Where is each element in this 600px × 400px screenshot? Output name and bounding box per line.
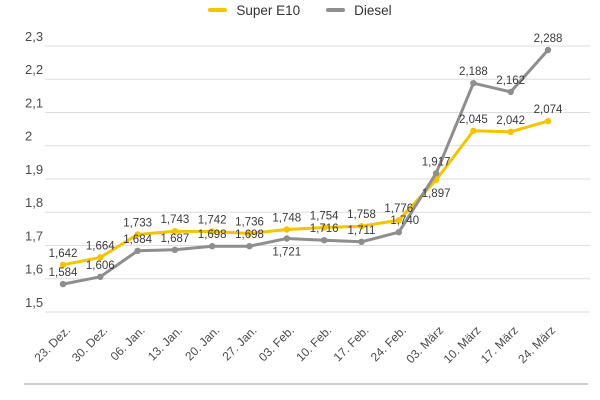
data-point-label: 1,917 [422,156,451,168]
data-point-label: 1,711 [348,225,376,237]
x-tick-label: 03. Feb. [256,323,297,364]
data-point-label: 1,584 [49,267,78,279]
data-point-label: 1,716 [310,223,339,235]
data-point-label: 1,687 [161,233,190,245]
y-tick-label: 1,6 [25,262,43,277]
data-point-label: 1,606 [86,260,115,272]
x-tick-label: 10. Feb. [293,323,334,364]
data-point[interactable] [59,261,67,268]
bottom-divider [24,383,588,385]
data-point-label: 1,733 [123,218,152,230]
data-point-label: 1,754 [310,211,339,223]
data-point[interactable] [246,230,253,237]
y-tick-label: 1,5 [25,295,43,310]
series-line-super-e10 [61,119,550,267]
y-tick-label: 2,2 [25,62,43,77]
data-point-label: 1,698 [198,229,227,241]
y-tick-label: 1,8 [25,195,43,210]
y-tick-label: 2,1 [25,96,43,111]
data-point-label: 1,684 [123,234,152,246]
data-point-label: 2,045 [459,114,488,126]
data-point[interactable] [395,217,402,224]
data-point[interactable] [507,88,514,96]
x-tick-label: 10. März [441,323,484,366]
data-point-label: 1,721 [272,247,301,259]
y-tick-label: 2 [25,129,32,144]
data-point[interactable] [544,46,552,54]
data-point-label: 1,698 [235,229,264,241]
data-point[interactable] [209,228,216,235]
x-tick-label: 13. Jan. [145,323,185,363]
data-point-label: 2,188 [459,66,488,78]
data-point[interactable] [97,254,104,261]
data-point[interactable] [171,228,179,235]
data-point-label: 1,748 [272,213,301,225]
x-tick-label: 27. Jan. [220,323,260,363]
series-line-diesel [61,48,550,286]
data-point-label: 2,162 [496,75,525,87]
super-e10-line-swatch [208,8,228,12]
data-point-label: 1,897 [422,188,451,200]
data-point[interactable] [283,235,290,242]
x-tick-label: 24. Feb. [368,323,409,364]
data-point[interactable] [358,223,365,230]
data-point[interactable] [283,226,290,233]
y-tick-label: 1,9 [25,162,43,177]
data-point[interactable] [358,238,365,245]
x-tick-label: 03. März [403,323,446,366]
x-tick-label: 17. Feb. [331,323,372,364]
data-point-label: 1,776 [384,203,413,215]
data-point[interactable] [470,127,477,134]
data-point[interactable] [321,224,328,231]
x-tick-label: 23. Dez. [32,323,74,365]
data-point[interactable] [209,243,216,250]
legend-label-super-e10: Super E10 [236,2,301,18]
data-point[interactable] [134,247,141,254]
y-tick-label: 2,3 [25,29,43,44]
x-tick-label: 30. Dez. [69,323,111,365]
data-point[interactable] [246,243,253,250]
data-point-label: 1,742 [198,215,227,227]
data-point[interactable] [507,128,514,135]
chart-legend: Super E10 Diesel [0,1,600,19]
x-tick-label: 24. März [515,323,558,366]
data-point-label: 2,288 [534,33,563,45]
data-point[interactable] [97,273,104,280]
x-tick-label: 17. März [478,323,521,366]
data-point-label: 1,740 [390,215,419,227]
legend-item-diesel[interactable]: Diesel [326,3,392,18]
legend-item-super-e10[interactable]: Super E10 [208,3,300,18]
data-point[interactable] [321,237,328,244]
diesel-line-swatch [326,8,346,12]
line-chart-canvas: 2,3 2,2 2,1 2 1,9 1,8 1,7 1,6 1,5 23. Dez.30. Dez… [25,29,590,366]
data-point[interactable] [544,117,552,125]
data-point-label: 2,074 [534,104,563,116]
data-point-label: 2,042 [496,115,525,127]
data-point-label: 1,664 [86,241,115,253]
data-point[interactable] [395,229,402,236]
data-point-label: 1,642 [49,248,78,260]
data-point[interactable] [134,231,141,238]
legend-label-diesel: Diesel [354,2,392,18]
data-point[interactable] [432,170,440,177]
data-point-label: 1,743 [161,214,190,226]
data-point-label: 1,736 [235,217,264,229]
data-point[interactable] [59,280,67,288]
x-tick-label: 06. Jan. [108,323,148,363]
data-point[interactable] [171,246,179,253]
x-tick-label: 20. Jan. [182,323,222,363]
data-point[interactable] [470,80,477,87]
data-point-label: 1,758 [347,209,376,221]
y-tick-label: 1,7 [25,229,43,244]
